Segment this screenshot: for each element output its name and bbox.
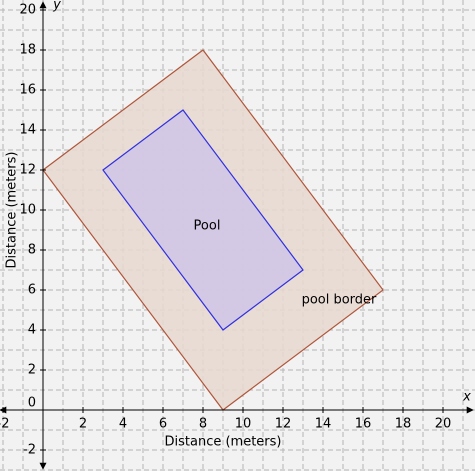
y-tick-label: 4 [28,323,36,338]
y-tick-label: 8 [28,243,36,258]
x-tick-label: 16 [355,417,372,432]
x-tick-label: 8 [199,417,207,432]
y-tick-label: 20 [19,3,36,18]
x-tick-label: 12 [275,417,292,432]
x-tick-label: 6 [159,417,167,432]
y-tick-label: 18 [19,43,36,58]
x-axis-label: Distance (meters) [165,435,282,450]
y-axis-name: y [52,0,61,13]
polygon-label: pool border [302,293,377,308]
x-tick-label: -2 [0,417,9,432]
x-tick-label: 20 [435,417,452,432]
x-tick-label: 4 [119,417,127,432]
y-tick-label: 12 [19,163,36,178]
y-tick-label: 6 [28,283,36,298]
polygon [102,109,304,331]
y-tick-label: 2 [28,363,36,378]
polygon-label: Pool [194,219,221,234]
y-tick-label: -2 [23,443,36,458]
x-tick-label: 18 [395,417,412,432]
x-tick-label: 10 [235,417,252,432]
x-axis-name: x [462,390,471,405]
y-tick-label: 14 [19,123,36,138]
y-tick-label: 0 [28,396,36,411]
y-tick-label: 16 [19,83,36,98]
y-tick-label: 10 [19,203,36,218]
y-axis-label: Distance (meters) [5,152,20,269]
x-tick-label: 14 [315,417,332,432]
x-tick-label: 2 [79,417,87,432]
